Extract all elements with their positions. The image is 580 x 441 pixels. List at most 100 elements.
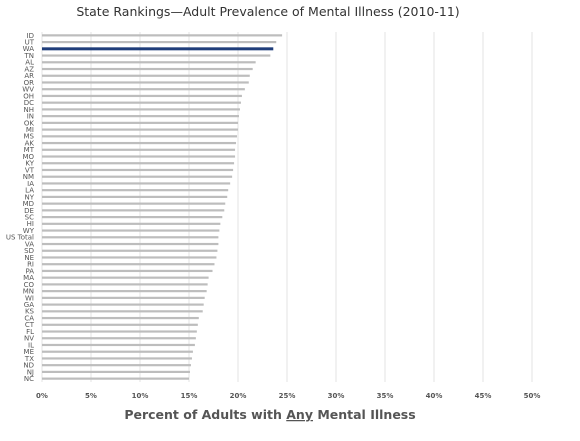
y-tick-label: NE (24, 254, 34, 262)
y-tick-label: NM (23, 173, 34, 181)
y-tick-label: CO (24, 281, 35, 289)
y-tick-label: US Total (6, 234, 34, 242)
bar (42, 195, 228, 199)
bar (42, 101, 241, 104)
y-tick-label: AK (25, 139, 35, 147)
y-tick-label: KY (25, 160, 34, 168)
y-tick-label: WA (23, 45, 35, 53)
y-tick-label: AZ (24, 65, 34, 73)
y-tick-label: IL (28, 341, 34, 349)
bar (42, 34, 283, 37)
bar (42, 47, 274, 51)
x-axis-label-part-2: Any (286, 407, 313, 422)
y-tick-label: UT (25, 38, 35, 46)
y-tick-label: HI (27, 220, 34, 228)
y-tick-label: AL (25, 59, 34, 67)
y-tick-label: NH (24, 106, 35, 114)
x-axis-label-part-3: Mental Illness (313, 407, 416, 422)
x-tick-label: 10% (132, 392, 149, 400)
y-tick-label: ND (23, 362, 34, 370)
bar (42, 350, 193, 353)
y-tick-label: DE (24, 207, 34, 215)
bar (42, 283, 208, 286)
bar (42, 128, 238, 131)
bar (42, 296, 205, 299)
y-tick-label: CT (25, 321, 35, 329)
y-tick-label: SD (24, 247, 34, 255)
bar (42, 162, 235, 165)
y-tick-label: ME (24, 348, 34, 356)
y-tick-label: OH (23, 92, 34, 100)
bar (42, 215, 223, 219)
bar (42, 370, 190, 374)
x-tick-label: 5% (85, 392, 97, 400)
y-tick-label: MI (26, 126, 34, 134)
x-tick-label: 45% (475, 392, 492, 400)
bar (42, 81, 249, 84)
bar (42, 74, 250, 77)
bar (42, 94, 242, 98)
gridlines (41, 32, 533, 382)
bar (42, 249, 218, 252)
y-tick-label: NJ (27, 368, 34, 376)
bar (42, 155, 236, 158)
bar (42, 135, 238, 138)
bar (42, 209, 225, 212)
y-tick-label: CA (24, 314, 34, 322)
y-tick-label: VA (25, 240, 34, 248)
bar (42, 40, 277, 44)
y-tick-label: WI (25, 294, 34, 302)
y-tick-label: VT (25, 166, 35, 174)
bar (42, 364, 191, 367)
x-tick-labels: 0% 5% 10% 15% 20% 25% 30% 35% 40% 45% 50% (36, 392, 540, 400)
x-axis-label-part-1: Percent of Adults with (124, 407, 286, 422)
bar (42, 54, 271, 57)
bar (42, 229, 220, 232)
x-tick-label: 15% (181, 392, 198, 400)
x-tick-label: 25% (279, 392, 296, 400)
y-tick-label: MS (24, 133, 35, 141)
chart-title: State Rankings—Adult Prevalence of Menta… (76, 4, 459, 19)
bar (42, 310, 203, 313)
y-tick-label: TX (24, 355, 34, 363)
y-tick-label: TN (23, 52, 34, 60)
bar (42, 269, 213, 273)
y-tick-label: NY (24, 193, 34, 201)
x-tick-label: 30% (328, 392, 345, 400)
bar (42, 189, 229, 192)
x-tick-label: 35% (377, 392, 394, 400)
bar (42, 88, 245, 91)
bar (42, 316, 199, 320)
y-tick-label: IA (27, 180, 34, 188)
bar (42, 357, 192, 360)
y-tick-label: SC (25, 213, 34, 221)
y-tick-label: KS (25, 308, 35, 316)
x-tick-label: 0% (36, 392, 48, 400)
bar (42, 115, 239, 118)
bar (42, 276, 209, 279)
y-tick-label: MD (23, 200, 34, 208)
bar (42, 303, 204, 306)
bar (42, 263, 215, 266)
y-tick-label: IN (27, 113, 34, 121)
y-tick-label: NV (24, 335, 34, 343)
bar (42, 236, 219, 239)
bar (42, 61, 256, 64)
y-tick-label: MN (23, 288, 34, 296)
x-tick-label: 20% (230, 392, 247, 400)
bar (42, 148, 236, 151)
x-tick-label: 40% (426, 392, 443, 400)
bars (42, 34, 283, 380)
y-tick-label: MT (24, 146, 35, 154)
bar (42, 330, 197, 333)
bar (42, 337, 196, 340)
x-tick-label: 50% (524, 392, 541, 400)
bar (42, 377, 189, 380)
x-axis-label: Percent of Adults with Any Mental Illnes… (124, 407, 415, 422)
y-tick-label: WV (22, 86, 34, 94)
bar (42, 256, 217, 259)
y-tick-label: ID (27, 32, 34, 40)
y-tick-label: RI (27, 261, 34, 269)
bar (42, 222, 221, 225)
